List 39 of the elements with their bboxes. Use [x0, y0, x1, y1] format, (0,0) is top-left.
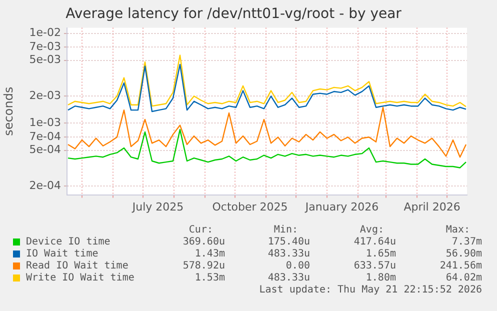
text: 369.60u — [182, 236, 225, 248]
x-tick-label: January 2026 — [304, 200, 379, 214]
y-tick-label: 7e-03 — [29, 40, 61, 54]
text: 483.33u — [268, 248, 310, 260]
legend-label: Write IO Wait time — [26, 272, 134, 284]
x-tick-label: October 2025 — [212, 200, 288, 214]
y-tick-label: 1e-02 — [29, 26, 61, 40]
y-tick-label: 5e-04 — [29, 143, 61, 156]
legend-label: Device IO time — [26, 236, 110, 248]
text: Cur: — [188, 224, 213, 236]
y-tick-label: 2e-04 — [29, 178, 61, 192]
text: Min: — [274, 224, 298, 236]
y-tick-label: 2e-03 — [29, 88, 61, 102]
text: 1.53m — [194, 272, 225, 284]
text: 0.00 — [286, 260, 310, 272]
x-tick-label: April 2026 — [404, 200, 460, 214]
legend-label: IO Wait time — [26, 248, 98, 260]
chart-title: Average latency for /dev/ntt01-vg/root - by year — [66, 6, 402, 22]
x-tick-label: July 2025 — [131, 200, 184, 214]
y-tick-label: 1e-03 — [29, 116, 61, 130]
text: 578.92u — [182, 260, 225, 272]
text: 1.43m — [194, 248, 225, 260]
y-tick-label: 5e-03 — [29, 53, 61, 66]
text: 175.40u — [268, 236, 310, 248]
y-axis-title: seconds — [1, 86, 16, 136]
legend-label: Read IO Wait time — [26, 260, 128, 272]
y-tick-label: 7e-04 — [29, 130, 61, 144]
text: 241.56m — [440, 260, 482, 272]
text: 417.64u — [354, 236, 396, 248]
text: Max: — [446, 224, 470, 236]
text: Avg: — [360, 224, 384, 236]
text: 1.65m — [366, 248, 396, 260]
text: 483.33u — [268, 272, 310, 284]
text: 64.02m — [446, 272, 482, 284]
text: 633.57u — [354, 260, 396, 272]
text: 1.80m — [366, 272, 396, 284]
text: 56.90m — [446, 248, 482, 260]
text: Last update: Thu May 21 22:15:52 2026 — [259, 284, 482, 296]
text: 7.37m — [452, 236, 482, 248]
